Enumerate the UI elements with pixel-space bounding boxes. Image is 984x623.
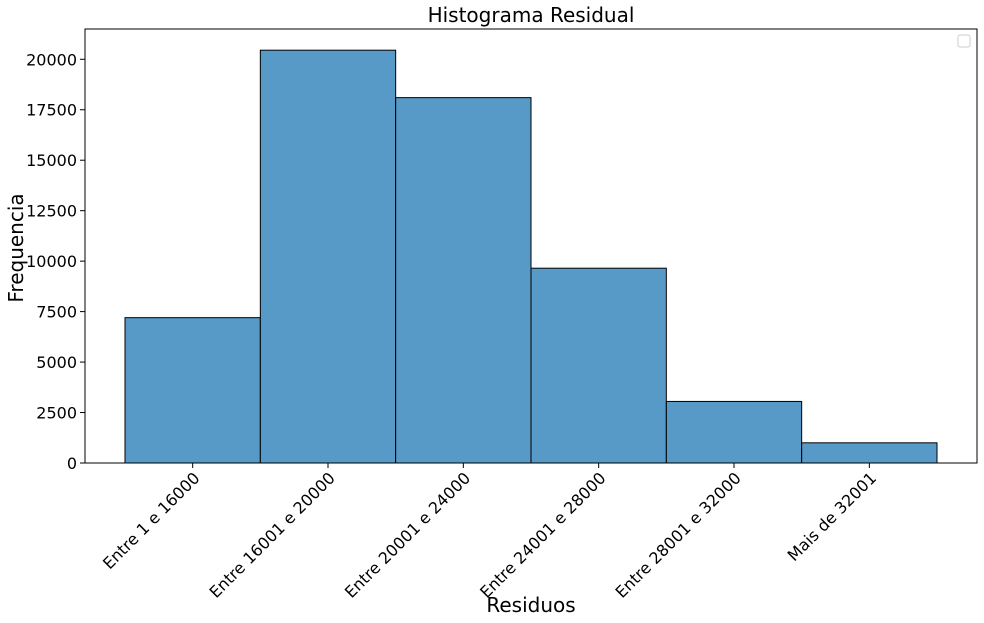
- x-tick-label: Entre 16001 e 20000: [206, 468, 339, 601]
- y-tick-label: 15000: [26, 151, 77, 170]
- x-tick-label: Entre 28001 e 32000: [612, 468, 745, 601]
- x-axis-label: Residuos: [486, 593, 575, 617]
- y-tick-label: 5000: [36, 353, 77, 372]
- x-tick-label: Mais de 32001: [784, 468, 880, 564]
- chart-title: Histograma Residual: [428, 3, 635, 27]
- x-tick-label: Entre 20001 e 24000: [341, 468, 474, 601]
- x-axis-ticks: Entre 1 e 16000 Entre 16001 e 20000 Entre …: [99, 463, 880, 602]
- y-axis-label: Frequencia: [4, 193, 28, 302]
- y-tick-label: 20000: [26, 50, 77, 69]
- bar-5: [801, 442, 938, 464]
- y-tick-label: 17500: [26, 101, 77, 120]
- bar-0: [124, 317, 261, 464]
- legend-box: [957, 34, 971, 48]
- bars: [124, 49, 938, 464]
- y-tick-label: 7500: [36, 303, 77, 322]
- bar-2: [395, 97, 532, 464]
- y-tick-label: 10000: [26, 252, 77, 271]
- bar-1: [259, 49, 397, 464]
- y-tick-label: 2500: [36, 404, 77, 423]
- bar-4: [665, 400, 803, 464]
- x-tick-label: Entre 1 e 16000: [99, 468, 203, 572]
- y-tick-label: 0: [67, 454, 77, 473]
- plot-frame: [84, 28, 978, 464]
- x-tick-label: Entre 24001 e 28000: [476, 468, 609, 601]
- y-axis-ticks: 0 2500 5000 7500 10000 12500 15000 17500 20000: [26, 50, 85, 473]
- y-tick-label: 12500: [26, 202, 77, 221]
- bar-3: [530, 267, 667, 464]
